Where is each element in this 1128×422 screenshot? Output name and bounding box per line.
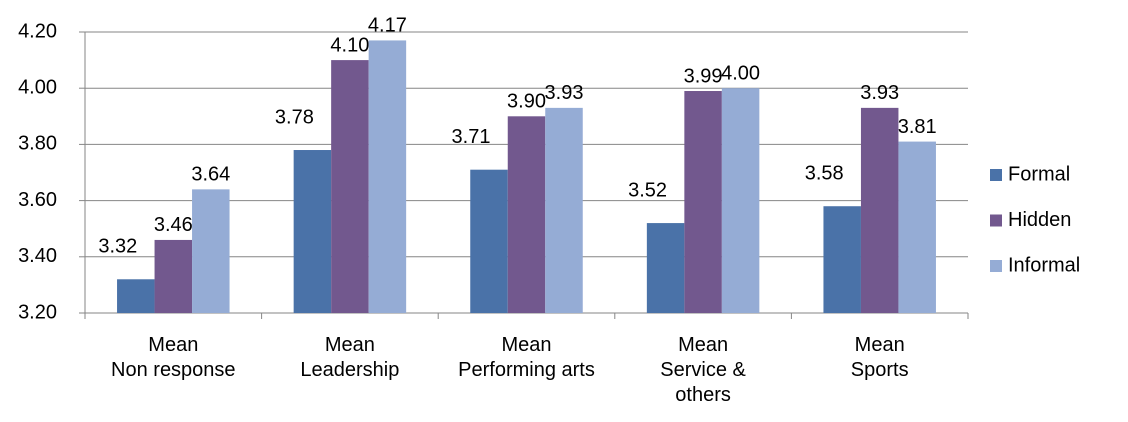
bar (192, 189, 230, 313)
data-label: 3.93 (545, 82, 584, 104)
bar (507, 116, 546, 313)
y-tick-label: 4.00 (18, 76, 57, 98)
bar (898, 141, 936, 313)
data-label: 3.52 (628, 179, 667, 201)
data-label: 3.78 (275, 106, 314, 128)
y-tick-label: 3.80 (18, 133, 57, 155)
data-label: 3.64 (191, 164, 230, 186)
x-tick-label: Mean Sports (850, 334, 909, 381)
x-tick-label: Mean Non response (111, 334, 236, 381)
legend-label: Formal (1008, 163, 1070, 185)
x-tick-label: Mean Leadership (300, 334, 400, 381)
legend-label: Informal (1008, 254, 1080, 276)
x-tick-label: Mean Service & others (660, 334, 746, 406)
bar (684, 91, 722, 313)
data-label: 3.71 (452, 126, 491, 148)
legend-swatch (990, 214, 1002, 227)
data-label: 4.17 (368, 15, 407, 37)
legend-swatch (990, 260, 1002, 272)
data-label: 3.32 (98, 236, 137, 258)
bar (331, 60, 369, 313)
y-tick-label: 3.40 (18, 245, 57, 267)
bar (823, 206, 861, 313)
data-label: 3.90 (507, 91, 546, 113)
y-tick-label: 3.20 (18, 301, 57, 323)
data-label: 3.81 (898, 116, 937, 138)
bar (293, 150, 332, 313)
bar (368, 40, 407, 314)
bar (646, 223, 685, 313)
data-label: 4.10 (330, 34, 369, 56)
x-tick-label: Mean Performing arts (458, 334, 595, 381)
data-label: 4.00 (721, 62, 760, 84)
legend-swatch (990, 169, 1002, 181)
bar (721, 88, 760, 313)
bar (545, 107, 583, 314)
legend-label: Hidden (1008, 209, 1071, 231)
data-label: 3.93 (860, 82, 899, 104)
data-label: 3.46 (154, 214, 193, 236)
bar (154, 239, 193, 313)
y-tick-label: 3.60 (18, 189, 57, 211)
bar (117, 279, 155, 313)
data-label: 3.99 (684, 65, 723, 87)
bar (470, 169, 508, 313)
y-tick-label: 4.20 (18, 20, 57, 42)
bar (860, 107, 899, 314)
data-label: 3.58 (805, 163, 844, 185)
